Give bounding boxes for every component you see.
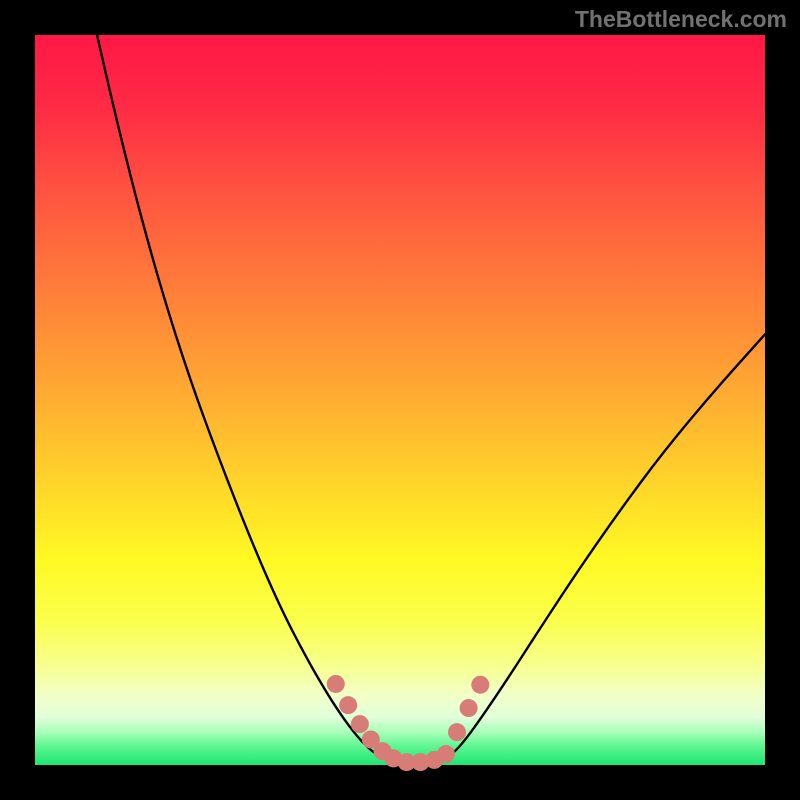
curve-marker [471,676,489,694]
bottleneck-chart [0,0,800,800]
watermark-text: TheBottleneck.com [575,6,787,33]
curve-marker [339,696,357,714]
curve-marker [327,675,345,693]
curve-marker [437,745,455,763]
curve-marker [351,715,369,733]
plot-area-gradient [35,35,765,765]
curve-marker [448,723,466,741]
curve-marker [460,699,478,717]
chart-container: TheBottleneck.com [0,0,800,800]
